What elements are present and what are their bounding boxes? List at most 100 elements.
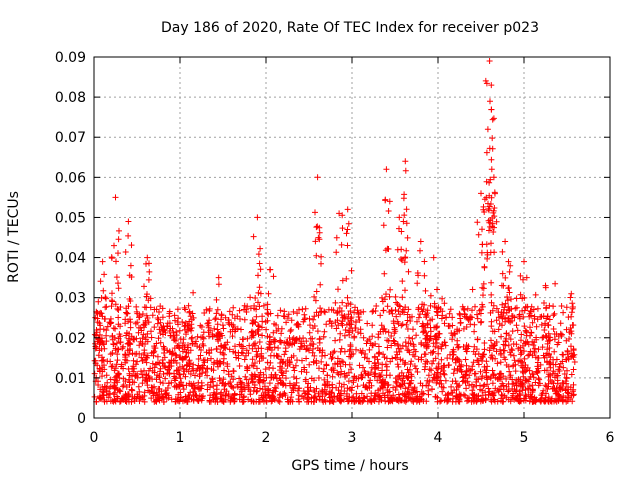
data-point xyxy=(284,357,291,363)
data-point xyxy=(545,397,552,404)
data-point xyxy=(462,356,469,363)
data-point xyxy=(404,366,411,373)
data-point xyxy=(374,356,381,363)
data-point xyxy=(450,351,457,358)
data-point xyxy=(314,328,321,335)
data-point xyxy=(249,345,256,352)
data-point xyxy=(265,290,272,297)
data-point xyxy=(421,258,428,265)
data-point xyxy=(520,373,527,380)
data-point xyxy=(160,343,167,350)
data-point xyxy=(250,233,257,240)
data-point xyxy=(343,230,350,237)
data-point xyxy=(437,370,444,377)
data-point xyxy=(231,391,238,398)
data-point xyxy=(213,394,220,400)
data-point xyxy=(238,383,245,390)
data-point xyxy=(421,328,428,335)
data-point xyxy=(448,390,455,396)
data-point xyxy=(540,352,547,359)
data-point xyxy=(396,348,403,355)
data-point xyxy=(102,304,109,311)
data-point xyxy=(337,371,344,378)
data-point xyxy=(165,394,172,401)
data-point xyxy=(290,308,297,315)
data-point xyxy=(479,373,486,380)
data-point xyxy=(458,369,465,375)
data-point xyxy=(381,270,388,277)
data-point xyxy=(554,388,561,395)
data-point xyxy=(425,382,432,389)
data-point xyxy=(329,381,336,388)
data-point xyxy=(474,357,481,364)
data-point xyxy=(503,376,510,382)
data-point xyxy=(454,326,461,333)
data-point xyxy=(332,337,339,344)
data-point xyxy=(571,359,578,365)
data-point xyxy=(433,365,440,372)
data-point xyxy=(294,310,301,317)
data-point xyxy=(563,356,569,363)
data-point xyxy=(149,376,156,383)
data-point xyxy=(264,346,271,353)
data-point xyxy=(564,367,570,374)
data-point xyxy=(471,328,478,335)
data-point xyxy=(157,339,164,346)
data-point xyxy=(277,337,284,344)
data-point xyxy=(364,393,371,400)
data-point xyxy=(116,227,122,234)
data-point xyxy=(256,303,263,310)
data-point xyxy=(527,332,533,339)
data-point xyxy=(180,382,186,389)
data-point xyxy=(497,346,504,353)
data-point xyxy=(526,383,533,390)
data-point xyxy=(441,339,448,346)
data-point xyxy=(288,326,295,333)
data-point xyxy=(411,363,418,369)
data-point xyxy=(162,387,169,394)
data-point xyxy=(563,326,570,333)
data-point xyxy=(232,349,239,356)
data-point xyxy=(430,348,437,355)
data-point xyxy=(414,318,420,325)
data-point xyxy=(569,322,576,328)
data-point xyxy=(551,398,557,405)
data-point xyxy=(417,380,424,387)
data-point xyxy=(385,246,392,252)
data-point xyxy=(316,396,323,403)
data-point xyxy=(130,368,137,375)
data-point xyxy=(421,351,428,358)
data-point xyxy=(506,289,513,296)
data-point xyxy=(481,381,488,388)
data-point xyxy=(111,242,117,249)
data-point xyxy=(91,331,98,338)
data-point xyxy=(534,369,541,376)
data-point xyxy=(195,379,202,386)
data-point xyxy=(549,378,555,385)
data-point xyxy=(102,294,109,301)
data-point xyxy=(542,282,549,289)
data-point xyxy=(420,390,427,397)
data-point xyxy=(255,345,262,352)
data-point xyxy=(387,286,394,293)
data-point xyxy=(192,372,198,379)
data-point xyxy=(143,378,150,385)
data-point xyxy=(253,313,260,320)
data-point xyxy=(339,322,346,329)
data-point xyxy=(250,332,257,339)
data-point xyxy=(321,396,328,403)
data-point xyxy=(112,365,119,372)
data-point xyxy=(489,135,496,142)
data-point xyxy=(162,390,169,397)
y-tick-label: 0.02 xyxy=(55,331,86,347)
data-point xyxy=(560,364,567,371)
data-point xyxy=(434,369,441,376)
data-point xyxy=(393,383,400,390)
data-point xyxy=(405,306,412,313)
data-point xyxy=(357,326,364,333)
data-point xyxy=(405,395,412,402)
data-point xyxy=(438,343,445,350)
data-point xyxy=(486,192,493,199)
data-point xyxy=(555,339,562,346)
data-point xyxy=(214,382,220,389)
